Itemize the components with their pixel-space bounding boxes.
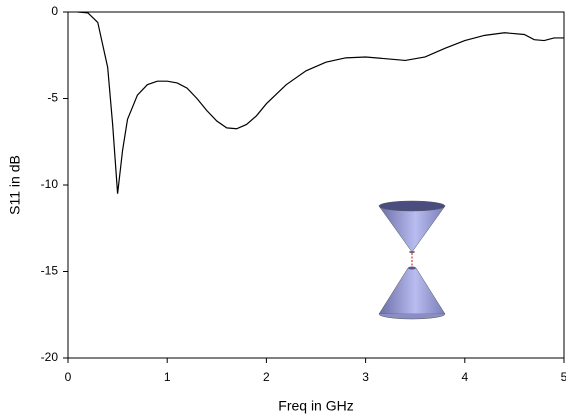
y-axis-title: S11 in dB [7, 155, 23, 215]
x-tick-label: 2 [263, 370, 270, 384]
antenna-illustration [378, 200, 446, 320]
x-tick-label: 0 [65, 370, 72, 384]
x-tick-label: 4 [461, 370, 468, 384]
x-tick-label: 1 [164, 370, 171, 384]
plot-frame [67, 11, 565, 359]
x-tick-label: 5 [561, 370, 566, 384]
x-axis-title: Freq in GHz [278, 398, 353, 414]
y-tick-label: -5 [47, 91, 58, 105]
data-line [77, 11, 564, 194]
y-tick-label: -10 [41, 177, 59, 191]
y-tick-label: -20 [41, 350, 59, 364]
y-tick-label: -15 [41, 264, 59, 278]
x-tick-label: 3 [362, 370, 369, 384]
y-tick-label: 0 [51, 4, 58, 18]
